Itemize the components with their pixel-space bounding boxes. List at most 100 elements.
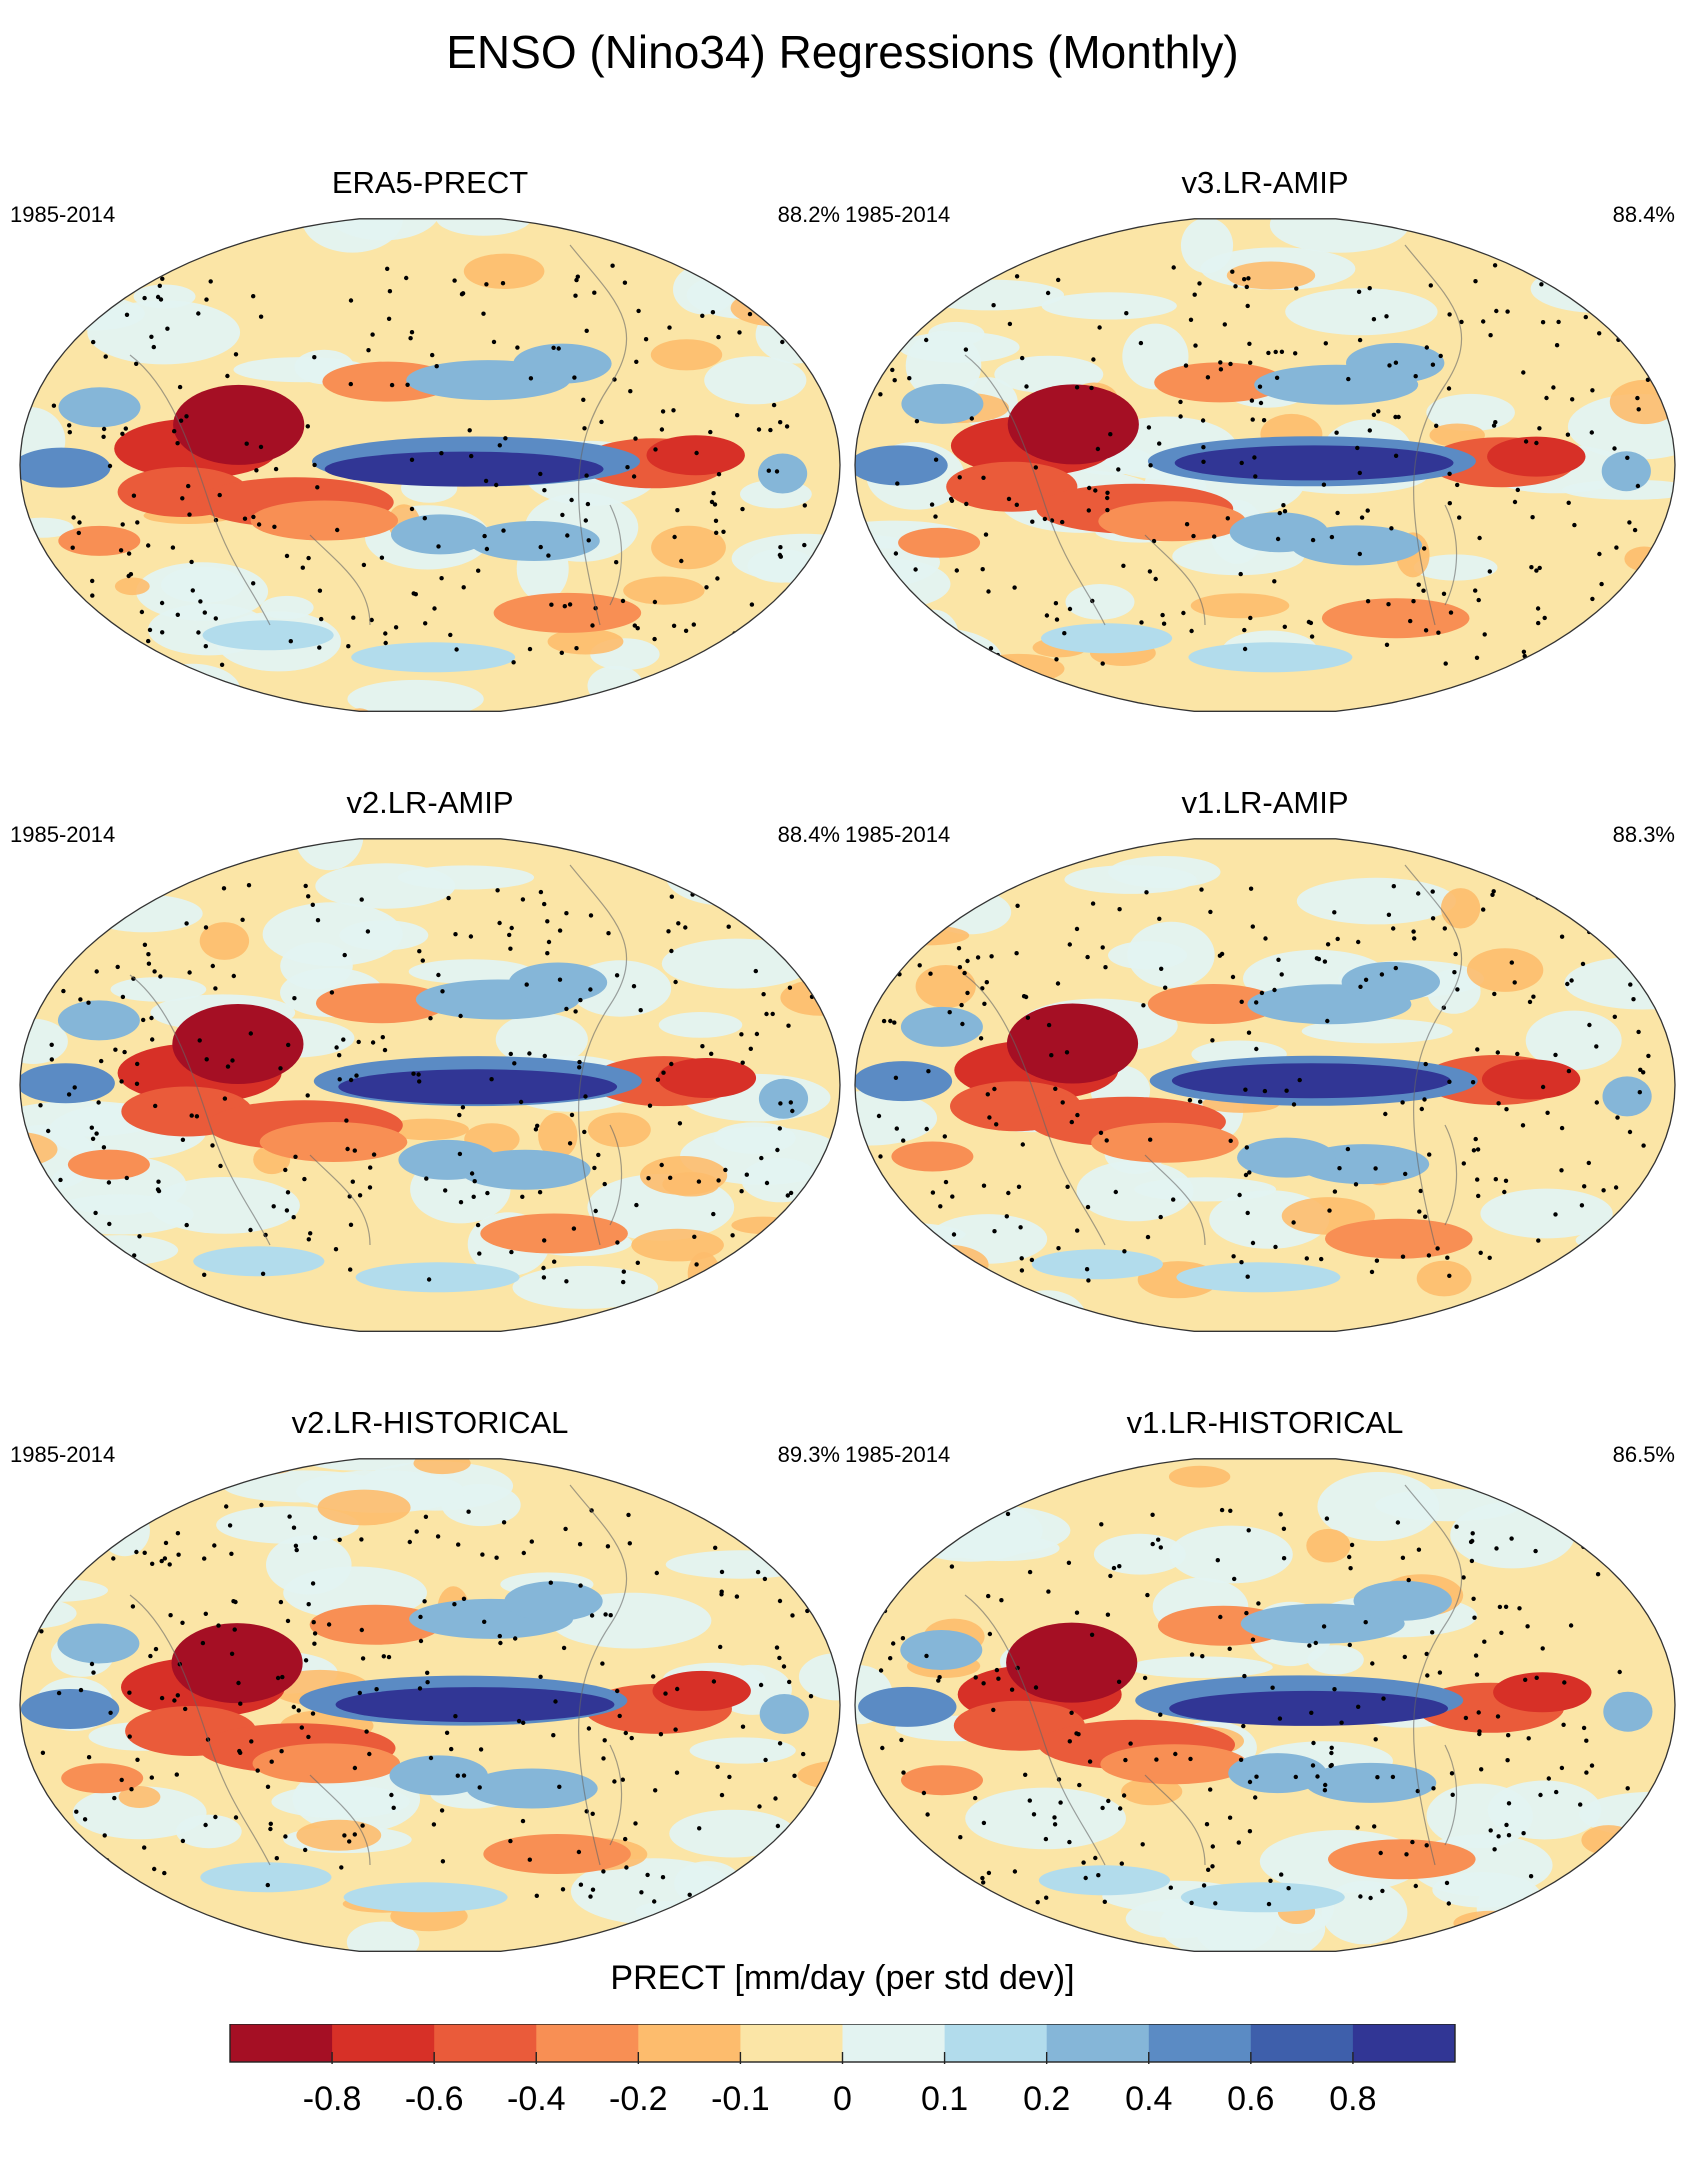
field-patch <box>20 1920 136 1947</box>
stipple-dot <box>1459 319 1464 325</box>
stipple-dot <box>732 1280 737 1285</box>
panel-title: v2.LR-AMIP <box>346 785 514 820</box>
stipple-dot <box>1455 987 1460 992</box>
panel-percent: 88.4% <box>777 822 840 847</box>
stipple-dot <box>1356 1704 1361 1709</box>
stipple-dot <box>557 928 563 933</box>
stipple-dot <box>1016 1184 1022 1189</box>
field-patch <box>764 907 840 944</box>
stipple-dot <box>1244 1145 1249 1150</box>
stipple-dot <box>346 644 351 649</box>
stipple-dot <box>1371 412 1377 417</box>
stipple-dot <box>606 931 611 936</box>
field-patch <box>635 1900 718 1922</box>
stipple-dot <box>718 271 723 277</box>
stipple-dot <box>764 1011 769 1017</box>
field-patch <box>662 1172 720 1197</box>
stipple-dot <box>1083 1875 1088 1881</box>
stipple-dot <box>254 468 259 473</box>
stipple-dot <box>56 1690 62 1696</box>
stipple-dot <box>497 443 502 448</box>
stipple-dot <box>292 996 297 1001</box>
stipple-dot <box>1049 1053 1054 1058</box>
field-anomaly <box>67 1149 150 1180</box>
stipple-dot <box>439 1808 445 1813</box>
stipple-dot <box>1544 395 1549 401</box>
stipple-dot <box>40 1839 45 1844</box>
field-patch <box>665 846 792 906</box>
field-patch <box>463 253 545 289</box>
field-anomaly <box>759 1694 809 1734</box>
stipple-dot <box>621 1279 626 1285</box>
stipple-dot <box>1529 565 1534 570</box>
stipple-dot <box>1163 985 1168 990</box>
stipple-dot <box>933 457 939 462</box>
stipple-dot <box>1105 507 1110 513</box>
field-patch <box>661 938 813 989</box>
stipple-dot <box>1254 1774 1259 1779</box>
stipple-dot <box>633 1821 638 1826</box>
stipple-dot <box>124 285 129 291</box>
stipple-dot <box>1321 482 1327 487</box>
stipple-dot <box>1413 374 1418 379</box>
stipple-dot <box>1447 1079 1452 1084</box>
stipple-dot <box>775 1823 781 1829</box>
stipple-dot <box>151 1891 156 1897</box>
field-patch <box>346 1921 420 1952</box>
stipple-dot <box>739 1032 744 1037</box>
stipple-dot <box>577 1542 583 1547</box>
stipple-dot <box>744 1172 749 1177</box>
stipple-dot <box>160 630 165 635</box>
stipple-dot <box>1128 1741 1133 1746</box>
stipple-dot <box>560 512 565 518</box>
stipple-dot <box>1323 341 1328 346</box>
stipple-dot <box>989 954 994 959</box>
stipple-dot <box>305 1093 310 1098</box>
stipple-dot <box>167 1562 172 1567</box>
stipple-dot <box>187 512 192 517</box>
field-patch <box>994 355 1104 394</box>
stipple-dot <box>1423 628 1429 633</box>
stipple-dot <box>1106 1798 1111 1804</box>
stipple-dot <box>1635 395 1640 401</box>
stipple-dot <box>312 355 317 360</box>
field-patch <box>1128 1656 1273 1678</box>
stipple-dot <box>1496 1834 1501 1839</box>
stipple-dot <box>233 1599 238 1605</box>
stipple-dot <box>1294 286 1299 291</box>
field-patch <box>965 1787 1126 1850</box>
stipple-dot <box>89 1125 95 1130</box>
stipple-dot <box>715 1764 720 1769</box>
stipple-dot <box>1099 1522 1104 1527</box>
stipple-dot <box>1321 1624 1327 1629</box>
stipple-dot <box>333 1247 339 1252</box>
stipple-dot <box>461 1773 467 1778</box>
stipple-dot <box>1245 1274 1250 1279</box>
stipple-dot <box>468 934 474 939</box>
field-anomaly <box>1341 961 1440 1002</box>
colorbar-tick-label: -0.8 <box>303 2080 362 2118</box>
stipple-dot <box>1212 534 1217 539</box>
stipple-dot <box>497 920 502 926</box>
stipple-dot <box>647 1103 653 1108</box>
stipple-dot <box>1565 432 1571 437</box>
field-patch <box>898 331 1020 363</box>
stipple-dot <box>810 1234 816 1239</box>
stipple-dot <box>924 337 929 343</box>
stipple-dot <box>928 971 933 976</box>
stipple-dot <box>1517 1606 1522 1611</box>
stipple-dot <box>1478 1250 1483 1255</box>
stipple-dot <box>491 339 497 345</box>
field-patch <box>650 339 723 371</box>
field-patch <box>1093 1533 1186 1575</box>
field-patch <box>1226 261 1316 290</box>
stipple-dot <box>1523 439 1529 444</box>
stipple-dot <box>521 1720 526 1725</box>
stipple-dot <box>528 376 534 381</box>
stipple-dot <box>872 1538 878 1543</box>
field-patch <box>665 1550 816 1579</box>
field-patch <box>713 1122 796 1154</box>
stipple-dot <box>335 527 340 533</box>
stipple-dot <box>778 1101 783 1106</box>
stipple-dot <box>359 1537 364 1542</box>
